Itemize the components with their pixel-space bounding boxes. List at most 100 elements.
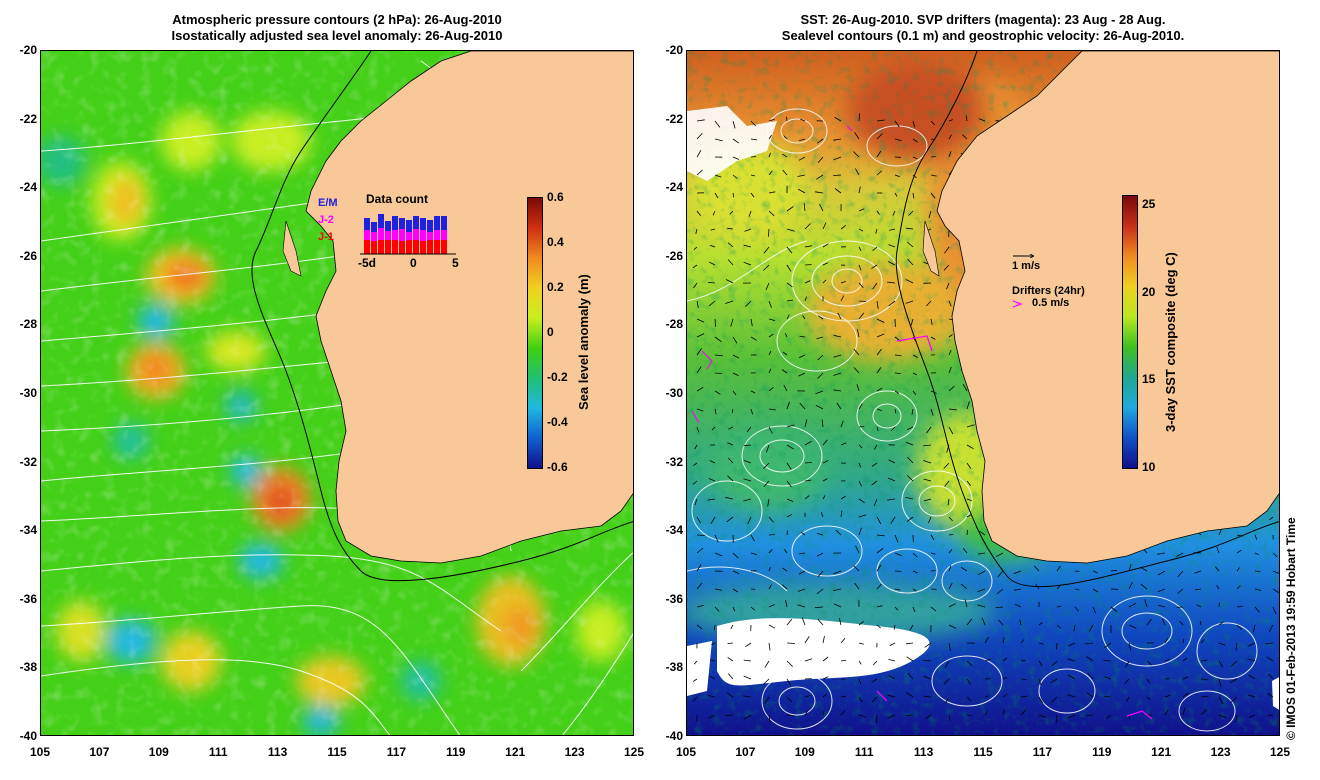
velocity-arrow — [816, 588, 824, 595]
velocity-arrow — [1182, 707, 1186, 716]
velocity-arrow — [816, 336, 824, 340]
right-cb-tick-20: 20 — [1142, 284, 1156, 299]
velocity-arrow — [1218, 714, 1227, 719]
velocity-arrow — [858, 282, 864, 288]
velocity-arrow — [815, 191, 824, 194]
velocity-arrow — [692, 264, 698, 269]
velocity-arrow — [1230, 696, 1238, 703]
velocity-arrow — [728, 457, 734, 464]
velocity-arrow — [696, 366, 702, 374]
velocity-arrow — [1218, 621, 1224, 626]
shark-bay-peninsula-sst — [922, 220, 940, 277]
velocity-arrow — [1272, 606, 1277, 615]
velocity-arrow — [1002, 693, 1008, 698]
mission-j2-label: J-2 — [318, 214, 334, 226]
left-ytick--28: -28 — [19, 317, 37, 332]
velocity-arrow — [833, 138, 842, 141]
velocity-arrow — [730, 318, 734, 327]
velocity-arrow — [966, 480, 972, 486]
velocity-arrow — [714, 120, 721, 128]
velocity-arrow — [1146, 696, 1151, 701]
velocity-arrow — [871, 264, 878, 269]
velocity-arrow — [696, 563, 702, 572]
velocity-arrow — [858, 514, 867, 518]
velocity-arrow — [727, 475, 734, 482]
velocity-arrow — [822, 222, 827, 230]
velocity-arrow — [768, 118, 775, 122]
velocity-arrow — [816, 533, 824, 536]
velocity-arrow — [872, 282, 878, 290]
velocity-arrow — [804, 440, 812, 446]
velocity-arrow — [840, 295, 845, 302]
velocity-arrow — [854, 132, 860, 140]
velocity-arrow — [1074, 588, 1080, 591]
velocity-arrow — [1272, 552, 1278, 558]
velocity-arrow — [696, 547, 704, 554]
velocity-arrow — [1179, 620, 1184, 626]
velocity-arrow — [887, 694, 896, 698]
velocity-arrow — [1247, 658, 1256, 662]
velocity-arrow — [888, 300, 896, 307]
velocity-arrow — [1033, 565, 1040, 572]
right-ytick--30: -30 — [665, 386, 683, 400]
left-cb-tick--0.2: -0.2 — [547, 370, 568, 384]
velocity-arrow — [997, 570, 1004, 578]
velocity-arrow — [696, 119, 705, 122]
right-ytick--40: -40 — [665, 729, 683, 743]
velocity-arrow — [1038, 714, 1047, 718]
velocity-arrow — [804, 419, 808, 428]
velocity-arrow — [876, 605, 883, 608]
velocity-arrow — [786, 228, 795, 232]
velocity-arrow — [984, 658, 992, 662]
velocity-arrow — [948, 349, 952, 356]
data-count-xtick-zero: 0 — [410, 256, 417, 270]
velocity-arrow — [911, 408, 914, 415]
velocity-arrow — [727, 442, 734, 446]
velocity-arrow — [1272, 570, 1279, 574]
velocity-arrow — [783, 135, 788, 140]
velocity-arrow — [984, 710, 988, 716]
velocity-arrow — [834, 188, 842, 194]
velocity-arrow — [696, 604, 705, 608]
velocity-arrow — [1067, 694, 1076, 698]
velocity-arrow — [1050, 678, 1058, 684]
velocity-arrow — [727, 673, 734, 680]
left-ytick--22: -22 — [19, 111, 37, 126]
velocity-arrow — [763, 246, 770, 254]
velocity-arrow — [1236, 605, 1243, 608]
velocity-arrow — [948, 624, 957, 629]
left-cb-tick--0.6: -0.6 — [547, 460, 568, 474]
velocity-arrow — [709, 460, 716, 464]
velocity-arrow — [909, 624, 914, 631]
sea-level-anomaly-map[interactable] — [40, 50, 634, 736]
velocity-arrow — [930, 408, 934, 416]
velocity-arrow — [926, 426, 932, 434]
velocity-arrow — [995, 552, 1004, 558]
velocity-arrow — [763, 264, 770, 271]
sst-map[interactable] — [686, 50, 1280, 736]
velocity-arrow — [1218, 642, 1226, 646]
velocity-arrow — [768, 170, 773, 176]
velocity-arrow — [1104, 642, 1112, 649]
velocity-arrow — [894, 354, 902, 357]
velocity-arrow — [696, 582, 703, 590]
velocity-arrow — [1038, 622, 1043, 626]
velocity-arrow — [888, 659, 896, 662]
velocity-arrow — [888, 261, 896, 266]
velocity-arrow — [799, 354, 806, 358]
australia-land — [305, 51, 633, 564]
svp-drifter-tracks — [691, 125, 1153, 720]
velocity-arrow — [1194, 570, 1202, 574]
velocity-arrow — [1051, 660, 1058, 667]
velocity-arrow — [833, 603, 842, 608]
velocity-arrow — [768, 408, 776, 411]
right-ytick--20: -20 — [665, 43, 683, 57]
left-xtick-113: 113 — [267, 745, 288, 759]
velocity-arrow — [906, 656, 914, 662]
velocity-arrow — [1164, 659, 1170, 662]
velocity-arrow — [840, 637, 846, 644]
velocity-arrow — [1162, 618, 1166, 626]
credit-text: © IMOS 01-Feb-2013 19:59 Hobart Time — [1284, 517, 1298, 740]
velocity-arrow — [694, 444, 698, 450]
velocity-arrow — [948, 334, 953, 338]
